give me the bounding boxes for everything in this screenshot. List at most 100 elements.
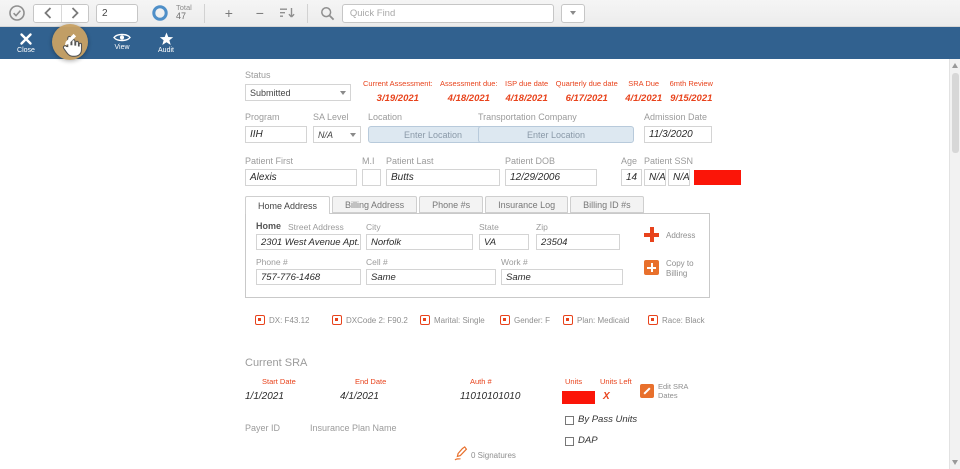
phone-label: Phone # (256, 257, 288, 267)
transportation-company-label: Transportation Company (478, 112, 577, 122)
enter-location-button[interactable]: Enter Location (368, 126, 498, 143)
patient-last-value: Butts (391, 172, 414, 183)
patient-ssn-label: Patient SSN (644, 156, 694, 166)
cell-field[interactable]: Same (366, 269, 496, 285)
deadlines-row: Current Assessment: 3/19/2021 Assessment… (363, 79, 713, 104)
race-badge-label: Race: Black (662, 315, 705, 325)
pencil-icon (64, 33, 76, 46)
tab-home-address[interactable]: Home Address (245, 196, 331, 214)
found-set-pie-icon[interactable] (151, 4, 169, 22)
close-button[interactable]: Close (8, 29, 44, 58)
add-address-icon[interactable] (644, 227, 659, 242)
patient-ssn-value-2: N/A (673, 172, 690, 183)
marital-badge-label: Marital: Single (434, 315, 485, 325)
deadline-label: 6mth Review (669, 79, 713, 88)
record-navigation (33, 3, 89, 23)
middle-initial-field[interactable] (362, 169, 381, 186)
street-address-field[interactable]: 2301 West Avenue Apt. A (256, 234, 361, 250)
status-select[interactable]: Submitted (245, 84, 351, 101)
dx-badge[interactable]: DX: F43.12 (255, 315, 309, 325)
state-field[interactable]: VA (479, 234, 529, 250)
home-address-panel: Home Street Address City State Zip 2301 … (245, 213, 710, 298)
signature-pen-icon[interactable] (453, 446, 469, 462)
action-toolbar (0, 27, 960, 59)
dxcode2-badge[interactable]: DXCode 2: F90.2 (332, 315, 408, 325)
sra-auth-label: Auth # (470, 377, 492, 386)
scroll-up-arrow[interactable] (952, 63, 958, 68)
tab-billing-address[interactable]: Billing Address (332, 196, 418, 213)
record-status-icon[interactable] (8, 4, 26, 22)
patient-dob-field[interactable]: 12/29/2006 (505, 169, 597, 186)
deadline-label: Assessment due: (440, 79, 498, 88)
chevron-down-icon (350, 132, 356, 137)
deadline-label: Quarterly due date (555, 79, 618, 88)
program-label: Program (245, 112, 280, 122)
delete-record-button[interactable]: − (248, 3, 272, 23)
sa-level-select[interactable]: N/A (313, 126, 361, 143)
patient-first-label: Patient First (245, 156, 294, 166)
deadline-current-assessment: Current Assessment: 3/19/2021 (363, 79, 433, 104)
sort-button[interactable] (279, 7, 295, 19)
gender-badge[interactable]: Gender: F (500, 315, 550, 325)
zip-field[interactable]: 23504 (536, 234, 620, 250)
work-field[interactable]: Same (501, 269, 623, 285)
program-field[interactable]: IIH (245, 126, 307, 143)
location-label: Location (368, 112, 403, 122)
city-value: Norfolk (371, 236, 402, 248)
age-value: 14 (626, 172, 638, 183)
zip-value: 23504 (541, 236, 568, 248)
edit-button[interactable] (52, 29, 88, 58)
scrollbar-thumb[interactable] (952, 73, 959, 153)
tab-insurance-log[interactable]: Insurance Log (485, 196, 569, 213)
view-button[interactable]: View (104, 29, 140, 58)
deadline-date: 6/17/2021 (565, 93, 608, 104)
enter-transportation-location-button[interactable]: Enter Location (478, 126, 634, 143)
total-count: 47 (176, 11, 187, 22)
scroll-down-arrow[interactable] (952, 460, 958, 465)
sra-end-date-value[interactable]: 4/1/2021 (340, 391, 379, 402)
next-record-button[interactable] (61, 4, 88, 22)
dap-checkbox[interactable] (565, 437, 574, 446)
admission-date-label: Admission Date (644, 112, 708, 122)
sra-start-date-value[interactable]: 1/1/2021 (245, 391, 284, 402)
search-icon[interactable] (320, 6, 335, 21)
patient-first-field[interactable]: Alexis (245, 169, 357, 186)
audit-button[interactable]: Audit (148, 29, 184, 58)
edit-sra-dates-icon[interactable] (640, 384, 654, 398)
sra-auth-value[interactable]: 11010101010 (460, 391, 521, 402)
street-address-label: Street Address (288, 222, 344, 232)
age-field[interactable]: 14 (621, 169, 642, 186)
record-number-input[interactable] (96, 3, 138, 23)
audit-label: Audit (158, 47, 174, 54)
patient-ssn-field-1[interactable]: N/A (644, 169, 666, 186)
sa-level-label: SA Level (313, 112, 349, 122)
sra-units-left-label: Units Left (600, 377, 632, 386)
patient-last-field[interactable]: Butts (386, 169, 500, 186)
race-badge[interactable]: Race: Black (648, 315, 705, 325)
quick-find-input[interactable] (341, 3, 554, 23)
tab-phone-numbers[interactable]: Phone #s (419, 196, 484, 213)
deadline-label: ISP due date (504, 79, 549, 88)
plan-badge[interactable]: Plan: Medicaid (563, 315, 629, 325)
bypass-units-checkbox[interactable] (565, 416, 574, 425)
marital-badge[interactable]: Marital: Single (420, 315, 485, 325)
quick-find-dropdown[interactable] (560, 3, 585, 23)
middle-initial-label: M.I (362, 156, 375, 166)
vertical-scrollbar[interactable] (949, 59, 960, 469)
city-field[interactable]: Norfolk (366, 234, 473, 250)
admission-date-field[interactable]: 11/3/2020 (644, 126, 712, 143)
payer-id-label: Payer ID (245, 423, 281, 433)
star-icon (159, 32, 173, 45)
plan-badge-label: Plan: Medicaid (577, 315, 630, 325)
phone-field[interactable]: 757-776-1468 (256, 269, 361, 285)
tab-billing-ids[interactable]: Billing ID #s (570, 196, 644, 213)
patient-dob-label: Patient DOB (505, 156, 556, 166)
home-label: Home (256, 221, 282, 231)
deadline-label: SRA Due (628, 79, 660, 88)
copy-to-billing-icon[interactable] (644, 260, 659, 275)
new-record-button[interactable]: + (217, 3, 241, 23)
previous-record-button[interactable] (34, 4, 61, 22)
patient-ssn-field-2[interactable]: N/A (668, 169, 690, 186)
add-address-label: Address (666, 231, 696, 240)
